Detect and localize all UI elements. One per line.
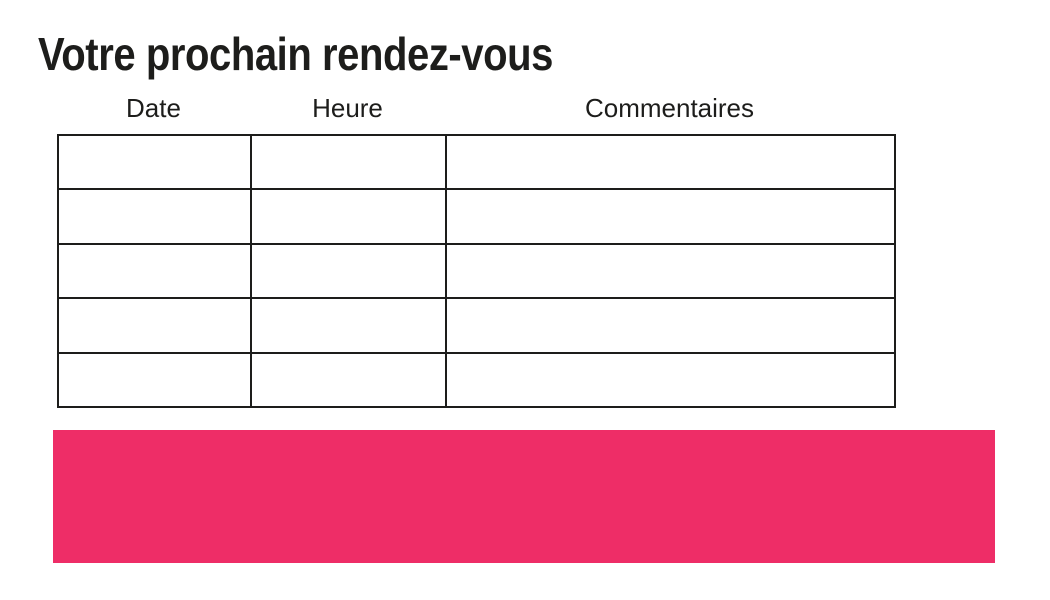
table-header-row: Date Heure Commentaires bbox=[57, 95, 894, 121]
table-cell bbox=[57, 242, 252, 300]
table-row bbox=[57, 188, 896, 245]
table-cell bbox=[250, 351, 447, 409]
table-cell bbox=[57, 133, 252, 191]
table-cell bbox=[445, 351, 896, 409]
appointments-table bbox=[57, 133, 896, 409]
table-row bbox=[57, 133, 896, 191]
table-cell bbox=[445, 242, 896, 300]
table-cell bbox=[250, 188, 447, 245]
table-cell bbox=[57, 351, 252, 409]
table-cell bbox=[250, 242, 447, 300]
column-header-heure: Heure bbox=[312, 93, 383, 123]
page-title: Votre prochain rendez-vous bbox=[38, 28, 553, 80]
table-cell bbox=[250, 297, 447, 354]
table-cell bbox=[57, 297, 252, 354]
table-cell bbox=[57, 188, 252, 245]
table-row bbox=[57, 242, 896, 300]
table-cell bbox=[250, 133, 447, 191]
table-row bbox=[57, 351, 896, 409]
table-cell bbox=[445, 188, 896, 245]
table-cell bbox=[445, 297, 896, 354]
column-header-commentaires: Commentaires bbox=[584, 93, 755, 123]
table-row bbox=[57, 297, 896, 354]
pink-banner bbox=[53, 430, 995, 563]
column-header-date: Date bbox=[126, 93, 181, 123]
appointments-table-body bbox=[57, 133, 896, 409]
table-cell bbox=[445, 133, 896, 191]
